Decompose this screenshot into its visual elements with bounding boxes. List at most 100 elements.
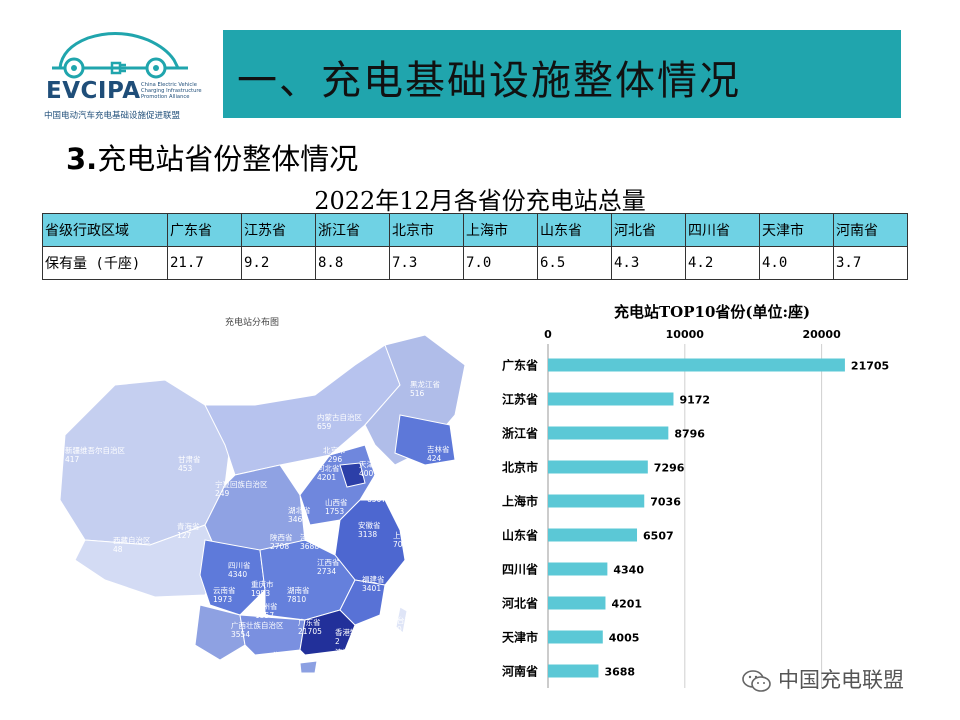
china-charging-map: 黑龙江省 516 吉林省 424 辽宁省 1012 内蒙古自治区 659 新疆维吾尔自治… <box>59 334 466 674</box>
province-value-cell: 6.5 <box>537 246 612 280</box>
category-label: 天津市 <box>502 630 538 645</box>
category-label: 河北省 <box>501 596 538 611</box>
data-label: 4340 <box>613 564 644 577</box>
bar <box>548 562 608 576</box>
province-header-cell: 广东省 <box>167 213 242 247</box>
table-value-label: 保有量 (千座) <box>42 246 168 280</box>
province-value-cell: 21.7 <box>167 246 242 280</box>
x-tick-label: 0 <box>544 328 552 341</box>
bar <box>548 664 599 678</box>
map-region-hainan <box>299 660 318 674</box>
bar <box>548 426 669 440</box>
category-label: 山东省 <box>502 528 538 543</box>
data-label: 7036 <box>650 496 681 509</box>
car-plug-logo-icon <box>52 32 188 79</box>
province-value-cell: 9.2 <box>241 246 316 280</box>
data-label: 7296 <box>654 462 685 475</box>
x-tick-label: 20000 <box>802 328 841 341</box>
table-header-row: 省级行政区域 广东省 江苏省 浙江省 北京市 上海市 山东省 河北省 四川省 天… <box>42 213 908 247</box>
map-region-taiwan <box>395 606 408 634</box>
section-heading: 3.充电站省份整体情况 <box>66 136 358 178</box>
province-value-cell: 4.2 <box>685 246 760 280</box>
category-label: 四川省 <box>502 562 538 577</box>
category-label: 广东省 <box>502 358 538 373</box>
chart-title: 充电站TOP10省份(单位:座) <box>614 303 811 321</box>
table-title: 2022年12月各省份充电站总量 <box>314 187 646 215</box>
category-label: 北京市 <box>502 460 538 475</box>
map-region-beijing-tianjin <box>339 462 366 488</box>
bar <box>548 596 606 610</box>
bar <box>548 528 638 542</box>
province-value-cell: 4.0 <box>759 246 834 280</box>
province-value-cell: 7.3 <box>389 246 464 280</box>
province-header-cell: 河南省 <box>833 213 908 247</box>
wechat-icon <box>742 670 771 692</box>
province-header-cell: 上海市 <box>463 213 538 247</box>
bar <box>548 358 845 372</box>
data-label: 6507 <box>643 530 674 543</box>
province-value-cell: 7.0 <box>463 246 538 280</box>
data-label: 4201 <box>611 598 642 611</box>
bar <box>548 630 603 644</box>
top10-bar-chart: 0 10000 20000 广东省 21705 江苏省 9172 浙江省 8796 北京市 7296… <box>501 328 889 688</box>
data-label: 4005 <box>609 632 640 645</box>
table-header-label: 省级行政区域 <box>42 213 168 247</box>
watermark-text: 中国充电联盟 <box>778 668 904 692</box>
data-label: 8796 <box>674 428 705 441</box>
map-region-yunnan <box>194 604 246 661</box>
bar <box>548 392 674 406</box>
logo-subtitle: China Electric Vehicle Charging Infrastr… <box>141 82 202 100</box>
category-label: 上海市 <box>502 494 538 509</box>
map-region-guangxi <box>239 614 306 656</box>
map-region-jilin <box>394 414 456 466</box>
table-value-row: 保有量 (千座) 21.7 9.2 8.8 7.3 7.0 6.5 4.3 4.… <box>42 246 908 280</box>
section-number: 3. <box>66 142 98 176</box>
map-region-inner-mongolia <box>204 344 401 476</box>
data-label: 3688 <box>604 666 635 679</box>
data-label: 9172 <box>679 394 710 407</box>
province-value-cell: 3.7 <box>833 246 908 280</box>
logo-chinese-name: 中国电动汽车充电基础设施促进联盟 <box>44 111 181 121</box>
map-title: 充电站分布图 <box>225 318 280 328</box>
logo-brand: EVCIPA <box>46 78 141 104</box>
x-tick-label: 10000 <box>666 328 705 341</box>
province-header-cell: 江苏省 <box>241 213 316 247</box>
category-label: 江苏省 <box>502 392 538 407</box>
title-banner: 一、充电基础设施整体情况 <box>223 30 901 118</box>
evcipa-logo: EVCIPA China Electric Vehicle Charging I… <box>38 24 208 124</box>
data-label: 21705 <box>851 360 889 373</box>
page-title: 一、充电基础设施整体情况 <box>237 58 741 104</box>
province-header-cell: 四川省 <box>685 213 760 247</box>
map-labels: 黑龙江省 516 吉林省 424 辽宁省 1012 内蒙古自治区 659 新疆维吾尔自治… <box>65 379 450 669</box>
